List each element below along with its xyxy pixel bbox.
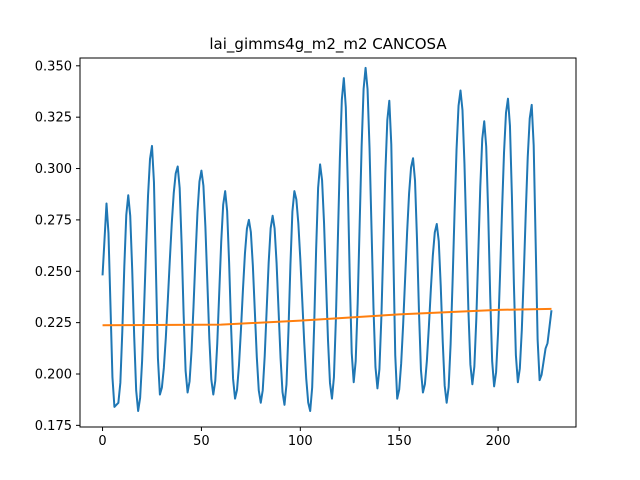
series-layer: [101, 66, 553, 412]
chart-title: lai_gimms4g_m2_m2 CANCOSA: [209, 35, 447, 54]
y-tick-label: 0.350: [35, 59, 72, 74]
axes-frame: [79, 57, 577, 428]
series-2-line: [102, 307, 552, 327]
x-tick-label: 50: [193, 434, 210, 449]
x-tick-label: 0: [98, 434, 106, 449]
y-tick-label: 0.275: [35, 213, 72, 228]
y-tick-label: 0.325: [35, 111, 72, 126]
y-tick-label: 0.300: [35, 162, 72, 177]
x-tick-label: 200: [486, 434, 511, 449]
y-tick-label: 0.225: [35, 316, 72, 331]
y-tick-label: 0.175: [35, 419, 72, 434]
x-tick-label: 100: [288, 434, 313, 449]
series-1-line: [101, 66, 553, 412]
x-tick-label: 150: [387, 434, 412, 449]
axes-layer: 0 50 100 150 200 0.175 0.200 0.225 0.250 0.275 0.3…: [35, 57, 577, 449]
y-tick-label: 0.200: [35, 367, 72, 382]
y-tick-label: 0.250: [35, 265, 72, 280]
